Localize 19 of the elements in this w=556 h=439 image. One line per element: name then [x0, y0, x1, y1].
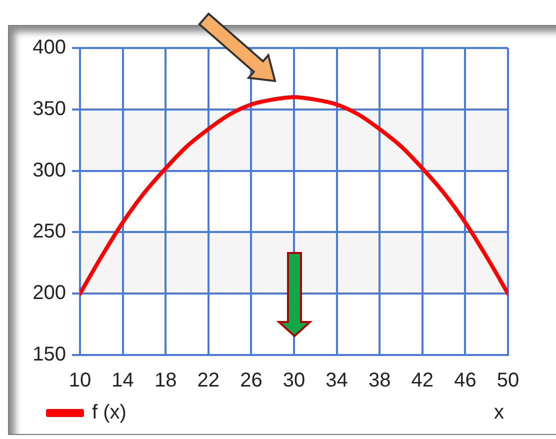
- x-tick-label: 50: [496, 370, 520, 392]
- x-tick-label: 14: [112, 370, 134, 392]
- x-tick-label: 38: [368, 370, 391, 392]
- x-tick-label: 22: [197, 370, 220, 392]
- y-tick-label: 350: [32, 98, 66, 120]
- y-tick-label: 250: [32, 220, 66, 243]
- x-tick-label: 34: [326, 370, 348, 392]
- x-tick-label: 46: [454, 370, 476, 392]
- x-tick-label: 18: [154, 370, 177, 392]
- y-tick-label: 150: [32, 344, 66, 366]
- x-tick-label: 10: [68, 370, 92, 392]
- y-tick-label: 200: [32, 282, 66, 304]
- y-tick-label: 400: [32, 36, 66, 59]
- legend-label: f (x): [92, 402, 126, 424]
- x-axis-title: x: [494, 402, 504, 424]
- x-tick-label: 26: [240, 370, 262, 392]
- x-tick-label: 30: [282, 370, 306, 392]
- x-tick-label: 42: [411, 370, 434, 392]
- y-tick-label: 300: [32, 159, 66, 182]
